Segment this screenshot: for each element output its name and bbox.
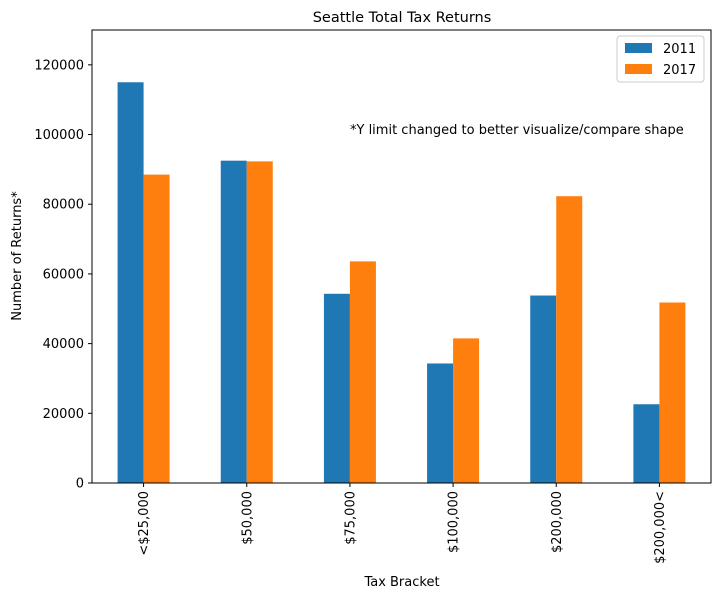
bar-2017-2 — [349, 261, 376, 483]
bar-2011-1 — [220, 160, 247, 483]
x-tick-label: $200,000< — [653, 491, 668, 564]
x-tick-label: $75,000 — [343, 491, 358, 545]
y-tick-label: 0 — [76, 477, 84, 492]
y-axis: 0 20000 40000 60000 80000 100000 120000 — [34, 58, 92, 492]
chart-title: Seattle Total Tax Returns — [313, 10, 492, 26]
x-axis: <$25,000 $50,000 $75,000 $100,000 $200,000 $2… — [137, 483, 668, 564]
x-tick-label: $200,000 — [550, 491, 565, 553]
legend-label-2011: 2011 — [663, 42, 696, 57]
bar-2017-1 — [246, 161, 273, 483]
y-tick-label: 80000 — [43, 198, 84, 213]
y-tick-label: 60000 — [43, 267, 84, 282]
plot-frame — [91, 29, 712, 484]
bar-2017-3 — [453, 338, 480, 483]
bar-2017-5 — [659, 302, 686, 483]
y-tick-label: 100000 — [34, 128, 84, 143]
bar-2011-4 — [530, 295, 557, 483]
y-tick-label: 20000 — [43, 407, 84, 422]
legend: 2011 2017 — [616, 35, 705, 83]
chart-annotation: *Y limit changed to better visualize/com… — [350, 123, 684, 138]
x-tick-label: <$25,000 — [137, 491, 152, 556]
bars-group — [117, 82, 686, 484]
bar-2011-5 — [633, 404, 660, 483]
x-tick-label: $50,000 — [240, 491, 255, 545]
y-tick-label: 120000 — [34, 58, 84, 73]
x-tick-label: $100,000 — [447, 491, 462, 553]
legend-swatch-2017 — [625, 64, 652, 74]
x-axis-label: Tax Bracket — [363, 575, 439, 590]
y-axis-label: Number of Returns* — [10, 191, 25, 321]
bar-2011-0 — [117, 82, 144, 484]
bar-2011-3 — [427, 363, 454, 483]
bar-2017-4 — [556, 196, 583, 483]
bar-2011-2 — [323, 293, 350, 483]
legend-label-2017: 2017 — [663, 63, 696, 78]
bar-2017-0 — [143, 174, 170, 483]
y-tick-label: 40000 — [43, 337, 84, 352]
legend-swatch-2011 — [625, 43, 652, 53]
